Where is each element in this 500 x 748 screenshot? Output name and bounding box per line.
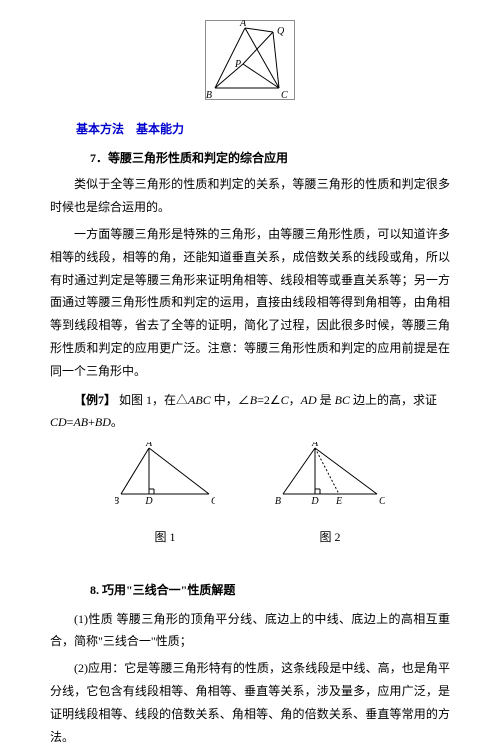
section-header: 基本方法 基本能力 [76, 118, 450, 141]
figure-1-container: A B D C 图 1 [115, 442, 215, 549]
subsection-7-title: 7．等腰三角形性质和判定的综合应用 [90, 147, 450, 170]
figure-row: A B D C 图 1 A B D E C 图 2 [50, 442, 450, 549]
figure-2-container: A B D E C 图 2 [275, 442, 385, 549]
svg-text:B: B [206, 90, 212, 100]
svg-text:Q: Q [277, 26, 285, 37]
figure-1-caption: 图 1 [115, 526, 215, 549]
svg-text:C: C [379, 496, 385, 507]
svg-text:A: A [145, 442, 153, 449]
paragraph-8-2: (2)应用：它是等腰三角形特有的性质，这条线段是中线、高，也是角平分线，它包含有… [50, 657, 450, 748]
svg-text:A: A [311, 442, 319, 449]
figure-2-caption: 图 2 [275, 526, 385, 549]
figure-1: A B D C [115, 442, 215, 516]
svg-text:B: B [115, 496, 119, 507]
svg-text:A: A [239, 20, 247, 29]
page: A Q P B C 基本方法 基本能力 7．等腰三角形性质和判定的综合应用 类似于全等三… [0, 0, 500, 706]
paragraph-body: 一方面等腰三角形是特殊的三角形，由等腰三角形性质，可以知道许多相等的线段，相等的… [50, 223, 450, 383]
subsection-8-title: 8. 巧用"三线合一"性质解题 [90, 579, 450, 602]
example-7: 【例7】 如图 1，在△ABC 中，∠B=2∠C，AD 是 BC 边上的高，求证… [50, 389, 450, 435]
figure-2: A B D E C [275, 442, 385, 516]
svg-text:D: D [144, 496, 153, 507]
figure-top: A Q P B C [205, 20, 295, 100]
top-figure-container: A Q P B C [50, 20, 450, 108]
paragraph-8-1: (1)性质 等腰三角形的顶角平分线、底边上的中线、底边上的高相互重合，简称"三线… [50, 608, 450, 654]
svg-text:C: C [281, 90, 288, 100]
example-label: 【例7】 [74, 393, 116, 407]
paragraph-intro: 类似于全等三角形的性质和判定的关系，等腰三角形的性质和判定很多时候也是综合运用的… [50, 173, 450, 219]
svg-text:P: P [234, 59, 241, 70]
svg-text:C: C [211, 496, 215, 507]
svg-text:E: E [335, 496, 342, 507]
svg-text:D: D [310, 496, 319, 507]
svg-text:B: B [275, 496, 281, 507]
